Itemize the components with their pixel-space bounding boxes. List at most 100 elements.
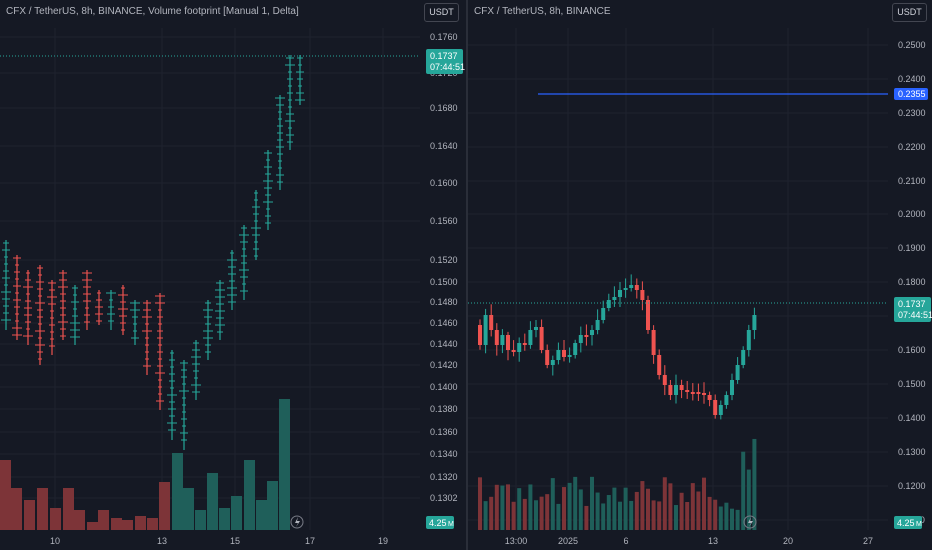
price-axis-label: 0.1520 [430, 255, 458, 265]
volume-bar [690, 483, 695, 530]
volume-bar [489, 496, 494, 530]
volume-bar [122, 520, 133, 530]
volume-bar [550, 478, 555, 530]
last-price-tag-bg [426, 49, 463, 74]
volume-bar [752, 438, 757, 530]
last-price-value: 0.1737 [898, 299, 926, 309]
volume-bar [640, 481, 645, 530]
volume-bar [685, 501, 690, 530]
time-axis-label: 6 [623, 536, 628, 546]
volume-bar [735, 509, 740, 530]
volume-bar [662, 477, 667, 530]
volume-bar [517, 488, 522, 530]
left-chart-canvas[interactable]: 0.17600.17200.16800.16400.16000.15600.15… [0, 0, 466, 550]
volume-bar [606, 495, 611, 530]
candle-body [629, 285, 634, 288]
volume-bar [528, 484, 533, 530]
candle-body [545, 350, 550, 365]
right-chart-canvas[interactable]: 0.2500 0.2400 0.2300 0.2200 0.2100 0.2000 0.19… [468, 0, 932, 550]
volume-bar [135, 516, 146, 530]
volume-bar [679, 492, 684, 530]
candle-body [550, 360, 555, 365]
candle-body [690, 392, 695, 394]
price-axis-label: 0.1800 [898, 277, 926, 287]
volume-bar [183, 488, 194, 530]
volume-bar [724, 502, 729, 530]
volume-bar [730, 508, 734, 530]
price-axis-label: 0.1380 [430, 404, 458, 414]
price-axis-label: 0.2400 [898, 74, 926, 84]
price-axis-label: 0.2500 [898, 40, 926, 50]
candle-body [713, 400, 718, 415]
price-axis-label: 0.2100 [898, 176, 926, 186]
volume-bar [244, 460, 255, 530]
volume-bar [159, 482, 170, 530]
time-axis-label: 19 [378, 536, 388, 546]
volume-bar [651, 500, 656, 530]
volume-bar [37, 488, 48, 530]
hline-price-tag-bg [894, 88, 928, 100]
candle-body [651, 330, 656, 355]
price-axis-label: 0.1900 [898, 243, 926, 253]
right-chart-legend[interactable]: CFX / TetherUS, 8h, BINANCE [474, 6, 611, 17]
candle-body [584, 335, 589, 337]
price-axis-label: 0.1440 [430, 339, 458, 349]
volume-bar [256, 500, 267, 530]
lightning-icon[interactable] [743, 515, 757, 529]
volume-tag-bg [426, 516, 454, 529]
candle-body [506, 335, 510, 350]
time-axis-label: 17 [305, 536, 315, 546]
price-axis-label: 0.1680 [430, 103, 458, 113]
left-chart-legend[interactable]: CFX / TetherUS, 8h, BINANCE, Volume foot… [6, 6, 299, 17]
candle-body [746, 330, 751, 350]
volume-bar [50, 508, 61, 530]
volume-tag-value: 4.25 [897, 518, 915, 528]
left-chart-pane[interactable]: 0.17600.17200.16800.16400.16000.15600.15… [0, 0, 466, 550]
time-axis-label: 2025 [558, 536, 578, 546]
volume-bar [63, 488, 74, 530]
volume-bar [147, 518, 158, 530]
time-axis-label: 15 [230, 536, 240, 546]
price-axis-label: 0.1400 [898, 413, 926, 423]
right-currency-button[interactable]: USDT [892, 3, 927, 22]
candle-body [517, 343, 522, 352]
right-chart-pane[interactable]: 0.2500 0.2400 0.2300 0.2200 0.2100 0.2000 0.19… [468, 0, 932, 550]
lightning-icon-glyph [295, 517, 300, 527]
candle-body [595, 320, 600, 330]
candle-body [573, 343, 578, 355]
volume-bar [746, 469, 751, 530]
volume-bar [478, 477, 482, 530]
volume-bar [629, 500, 634, 530]
price-axis-label: 0.1302 [430, 493, 458, 503]
volume-bar [590, 476, 594, 530]
time-axis-label: 10 [50, 536, 60, 546]
candle-body [522, 343, 527, 345]
candle-body [657, 355, 662, 375]
lightning-icon[interactable] [290, 515, 304, 529]
volume-bar [98, 510, 109, 530]
candle-body [679, 385, 684, 390]
price-axis-label: 0.2200 [898, 142, 926, 152]
volume-bar [623, 487, 628, 530]
volume-bar [0, 460, 11, 530]
candle-body [752, 315, 757, 330]
volume-bar [718, 506, 723, 530]
price-axis-label: 0.1600 [898, 345, 926, 355]
candle-body [528, 330, 533, 345]
candle-body [534, 327, 538, 330]
volume-bar [483, 501, 488, 530]
price-axis-label: 0.1320 [430, 472, 458, 482]
volume-bar [562, 487, 566, 530]
time-axis-label: 20 [783, 536, 793, 546]
left-currency-button[interactable]: USDT [424, 3, 459, 22]
candle-body [707, 395, 712, 400]
last-price-value: 0.1737 [430, 51, 458, 61]
volume-bar [567, 482, 572, 530]
price-axis-label: 0.1200 [898, 481, 926, 491]
volume-bar [556, 503, 561, 530]
candle-body [696, 392, 701, 394]
volume-bar [539, 496, 544, 530]
volume-bar [634, 491, 639, 530]
pane-divider[interactable] [466, 0, 468, 550]
